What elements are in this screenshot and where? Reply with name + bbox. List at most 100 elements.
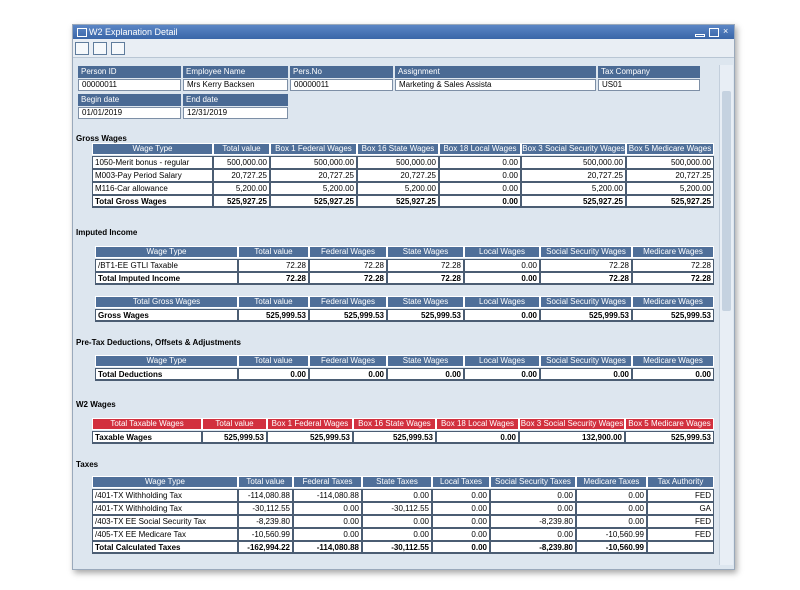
table-cell: -10,560.99 — [238, 528, 293, 541]
field-value[interactable]: Mrs Kerry Backsen — [183, 79, 288, 91]
table-cell: 0.00 — [238, 368, 309, 381]
table-cell: Gross Wages — [95, 309, 238, 322]
field-label: Employee Name — [183, 66, 288, 78]
table-cell: GA — [647, 502, 714, 515]
column-header: Box 16 State Wages — [353, 418, 436, 430]
column-header: Medicare Wages — [632, 296, 714, 308]
column-header: Box 3 Social Security Wages — [521, 143, 626, 155]
table-cell: 0.00 — [293, 528, 362, 541]
table-cell: 0.00 — [439, 195, 521, 208]
table-cell: FED — [647, 528, 714, 541]
table-cell: 0.00 — [464, 309, 540, 322]
column-header: Federal Wages — [309, 296, 387, 308]
column-header: State Wages — [387, 246, 464, 258]
table-cell: 0.00 — [432, 489, 490, 502]
column-header: Box 18 Local Wages — [436, 418, 519, 430]
column-header: Social Security Wages — [540, 246, 632, 258]
minimize-button[interactable] — [695, 34, 705, 37]
column-header: Box 16 State Wages — [357, 143, 439, 155]
field-label: End date — [183, 94, 288, 106]
field-value[interactable]: 01/01/2019 — [78, 107, 181, 119]
table-cell: Total Deductions — [95, 368, 238, 381]
table-cell: 5,200.00 — [357, 182, 439, 195]
table-cell: 5,200.00 — [270, 182, 357, 195]
column-header: Medicare Wages — [632, 246, 714, 258]
column-header: State Wages — [387, 296, 464, 308]
field-value[interactable]: 12/31/2019 — [183, 107, 288, 119]
table-cell: /401-TX Withholding Tax — [92, 489, 238, 502]
table-cell: 0.00 — [464, 272, 540, 285]
column-header: Social Security Wages — [540, 355, 632, 367]
toolbar-button[interactable] — [93, 42, 107, 55]
column-header: Local Wages — [464, 296, 540, 308]
table-cell: 0.00 — [439, 169, 521, 182]
scroll-thumb[interactable] — [722, 91, 731, 311]
table-cell: 0.00 — [436, 431, 519, 444]
column-header: State Wages — [387, 355, 464, 367]
table-cell: 5,200.00 — [213, 182, 270, 195]
table-cell: Total Calculated Taxes — [92, 541, 238, 554]
table-cell: 525,999.53 — [632, 309, 714, 322]
table-cell: 525,999.53 — [202, 431, 267, 444]
section-title: Imputed Income — [76, 228, 138, 237]
column-header: Total value — [238, 355, 309, 367]
section-title: W2 Wages — [76, 400, 116, 409]
column-header: Federal Taxes — [293, 476, 362, 488]
table-cell: 0.00 — [540, 368, 632, 381]
table-cell: 72.28 — [309, 259, 387, 272]
table-cell: -162,994.22 — [238, 541, 293, 554]
table-cell: 20,727.25 — [270, 169, 357, 182]
table-cell: -30,112.55 — [362, 541, 432, 554]
scrollbar[interactable] — [719, 65, 733, 565]
section-title: Pre-Tax Deductions, Offsets & Adjustment… — [76, 338, 241, 347]
toolbar-button[interactable] — [75, 42, 89, 55]
table-cell: 72.28 — [540, 259, 632, 272]
table-cell: 72.28 — [238, 272, 309, 285]
table-cell: 20,727.25 — [626, 169, 714, 182]
field-value[interactable]: 00000011 — [78, 79, 181, 91]
table-cell: /403-TX EE Social Security Tax — [92, 515, 238, 528]
column-header: Federal Wages — [309, 355, 387, 367]
table-cell: 0.00 — [362, 528, 432, 541]
window-title: W2 Explanation Detail — [89, 27, 178, 37]
table-cell: 525,999.53 — [625, 431, 714, 444]
column-header: State Taxes — [362, 476, 432, 488]
column-header: Total value — [238, 296, 309, 308]
column-header: Tax Authority — [647, 476, 714, 488]
table-cell: 500,000.00 — [521, 156, 626, 169]
table-cell: 500,000.00 — [213, 156, 270, 169]
table-cell: -10,560.99 — [576, 528, 647, 541]
table-cell: M003-Pay Period Salary — [92, 169, 213, 182]
table-cell: 5,200.00 — [521, 182, 626, 195]
column-header: Local Wages — [464, 355, 540, 367]
table-cell: 0.00 — [490, 528, 576, 541]
table-cell: 500,000.00 — [626, 156, 714, 169]
field-value[interactable]: US01 — [598, 79, 700, 91]
table-cell: 525,999.53 — [267, 431, 353, 444]
window-icon — [77, 28, 87, 37]
table-cell: 20,727.25 — [213, 169, 270, 182]
field-value[interactable]: Marketing & Sales Assista — [395, 79, 596, 91]
column-header: Medicare Taxes — [576, 476, 647, 488]
column-header: Wage Type — [92, 143, 213, 155]
table-cell: 72.28 — [632, 272, 714, 285]
table-cell: Total Gross Wages — [92, 195, 213, 208]
field-label: Pers.No — [290, 66, 393, 78]
table-cell: 525,927.25 — [270, 195, 357, 208]
table-cell: Taxable Wages — [92, 431, 202, 444]
table-cell: 20,727.25 — [357, 169, 439, 182]
field-label: Begin date — [78, 94, 181, 106]
table-cell: 0.00 — [632, 368, 714, 381]
table-cell: 0.00 — [293, 515, 362, 528]
toolbar — [73, 39, 734, 58]
table-cell: 72.28 — [632, 259, 714, 272]
column-header: Box 3 Social Security Wages — [519, 418, 625, 430]
table-cell: 525,927.25 — [357, 195, 439, 208]
field-value[interactable]: 00000011 — [290, 79, 393, 91]
maximize-button[interactable] — [709, 28, 719, 37]
close-button[interactable]: × — [723, 26, 729, 36]
table-cell: 0.00 — [432, 502, 490, 515]
print-button[interactable] — [111, 42, 125, 55]
column-header: Total Gross Wages — [95, 296, 238, 308]
